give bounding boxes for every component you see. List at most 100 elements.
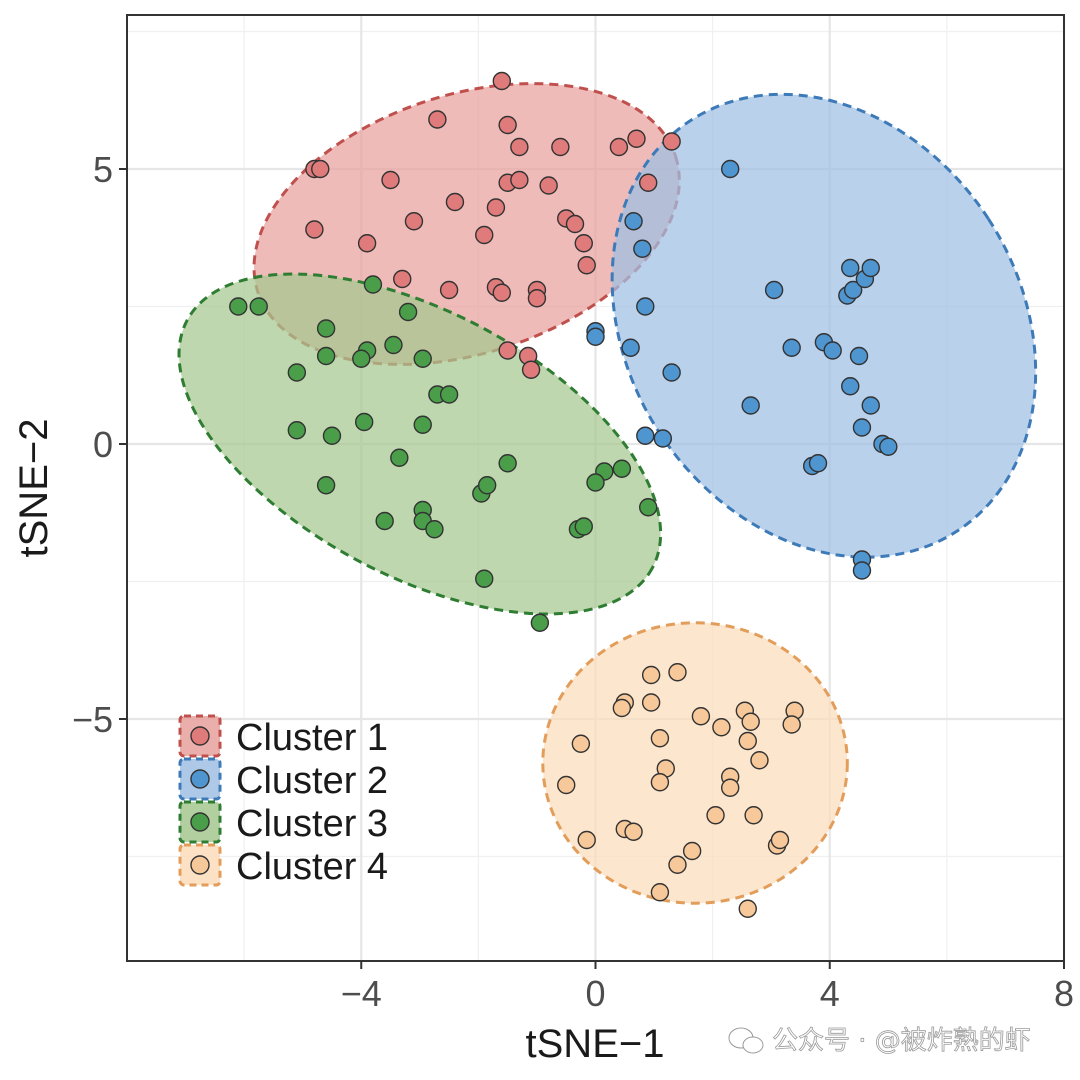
cluster-3-point (356, 414, 373, 431)
cluster-1-point (578, 257, 595, 274)
cluster-4-point (707, 807, 724, 824)
cluster-4-point (739, 900, 756, 917)
cluster-3-point (288, 364, 305, 381)
cluster-4-point (558, 777, 575, 794)
cluster-4-point (651, 730, 668, 747)
x-tick-label: −4 (341, 973, 382, 1014)
cluster-2-point (663, 364, 680, 381)
cluster-3-point (587, 474, 604, 491)
cluster-3-point (476, 570, 493, 587)
cluster-2-point (587, 328, 604, 345)
cluster-4-point (742, 713, 759, 730)
watermark: 公众号 · @被炸熟的虾 (729, 1026, 1031, 1056)
cluster-1-point (441, 282, 458, 299)
cluster-3-point (288, 422, 305, 439)
cluster-1-point (499, 117, 516, 134)
cluster-2-point (842, 260, 859, 277)
cluster-3-point (318, 477, 335, 494)
y-tick-label: −5 (72, 699, 113, 740)
cluster-4-point (745, 807, 762, 824)
cluster-2-point (862, 397, 879, 414)
cluster-4-point (613, 700, 630, 717)
cluster-1-point (511, 139, 528, 156)
cluster-3-point (250, 298, 267, 315)
cluster-3-point (414, 416, 431, 433)
cluster-3-point (426, 521, 443, 538)
cluster-2-point (742, 397, 759, 414)
cluster-1-point (628, 130, 645, 147)
cluster-3-point (499, 455, 516, 472)
cluster-2-point (625, 213, 642, 230)
cluster-1-point (528, 290, 545, 307)
cluster-1-point (567, 216, 584, 233)
cluster-2-point (842, 378, 859, 395)
cluster-4-point (669, 664, 686, 681)
cluster-2-point (853, 562, 870, 579)
cluster-2-point (766, 282, 783, 299)
cluster-3-point (353, 350, 370, 367)
cluster-4-point (692, 708, 709, 725)
cluster-3-point (318, 320, 335, 337)
cluster-4-ellipse (543, 623, 848, 904)
wechat-icon (729, 1028, 763, 1053)
cluster-3-point (385, 337, 402, 354)
cluster-1-point (523, 361, 540, 378)
legend-dot-cluster-4 (191, 856, 209, 874)
cluster-4-point (643, 694, 660, 711)
cluster-4-point (643, 667, 660, 684)
cluster-2-point (637, 427, 654, 444)
y-tick-label: 0 (93, 424, 113, 465)
cluster-4-point (751, 752, 768, 769)
cluster-1-point (429, 111, 446, 128)
cluster-3-point (479, 477, 496, 494)
cluster-3-point (318, 348, 335, 365)
cluster-4-point (578, 832, 595, 849)
cluster-2-point (637, 298, 654, 315)
cluster-2-point (824, 342, 841, 359)
cluster-3-point (441, 386, 458, 403)
cluster-4-point (651, 884, 668, 901)
cluster-3-point (531, 614, 548, 631)
cluster-3-point (376, 513, 393, 530)
x-axis-title: tSNE−1 (526, 1022, 665, 1066)
x-tick-label: 4 (820, 973, 840, 1014)
cluster-1-point (394, 271, 411, 288)
cluster-1-point (575, 235, 592, 252)
legend-label-cluster-3: Cluster 3 (236, 803, 388, 845)
cluster-4-point (739, 733, 756, 750)
cluster-1-point (382, 172, 399, 189)
legend-label-cluster-1: Cluster 1 (236, 717, 388, 759)
y-axis-title: tSNE−2 (12, 419, 56, 558)
legend-dot-cluster-3 (191, 813, 209, 831)
cluster-3-point (323, 427, 340, 444)
cluster-1-point (405, 213, 422, 230)
cluster-2-point (810, 455, 827, 472)
cluster-2-point (634, 240, 651, 257)
cluster-2-point (853, 419, 870, 436)
cluster-2-point (622, 339, 639, 356)
legend-label-cluster-2: Cluster 2 (236, 760, 388, 802)
cluster-1-point (552, 139, 569, 156)
x-tick-label: 0 (585, 973, 605, 1014)
cluster-2-point (783, 339, 800, 356)
cluster-2-point (880, 438, 897, 455)
cluster-2-point (722, 161, 739, 178)
cluster-1-point (493, 284, 510, 301)
y-tick-label: 5 (93, 149, 113, 190)
cluster-4-point (669, 856, 686, 873)
cluster-3-point (230, 298, 247, 315)
cluster-4-point (722, 779, 739, 796)
cluster-2-point (851, 348, 868, 365)
cluster-3-point (400, 304, 417, 321)
cluster-1-point (312, 161, 329, 178)
cluster-4-point (713, 719, 730, 736)
cluster-4-point (783, 716, 800, 733)
watermark-text: 公众号 · @被炸熟的虾 (772, 1026, 1031, 1056)
cluster-3-point (613, 460, 630, 477)
cluster-3-point (575, 518, 592, 535)
cluster-1-point (476, 227, 493, 244)
legend-label-cluster-4: Cluster 4 (236, 846, 388, 888)
cluster-4-point (625, 823, 642, 840)
cluster-4-point (651, 774, 668, 791)
